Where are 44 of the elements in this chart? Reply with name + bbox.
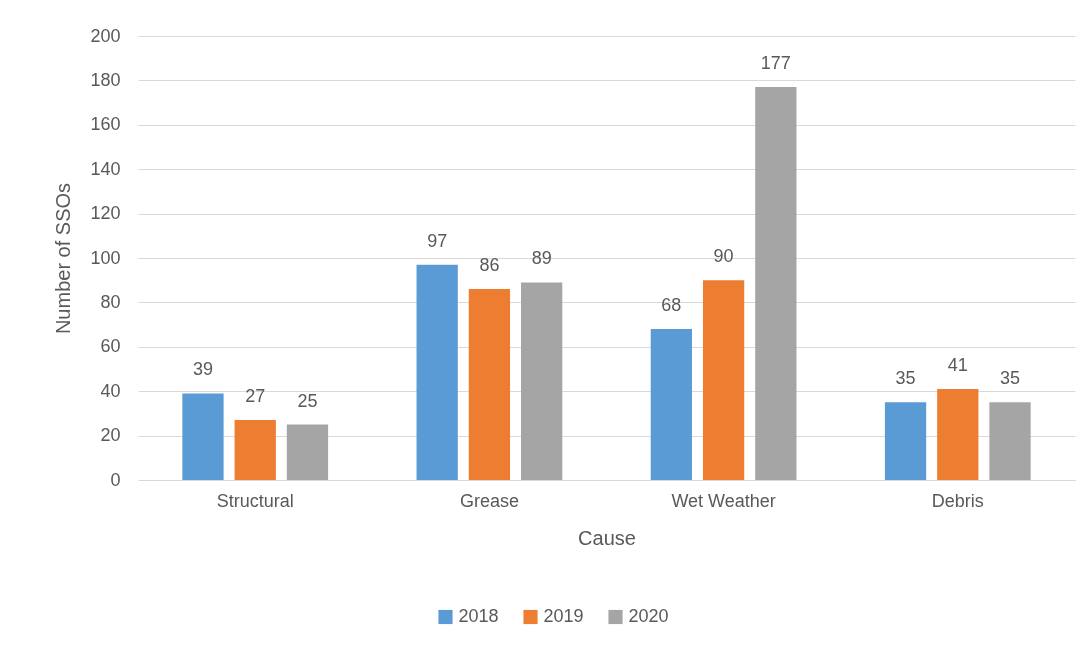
bar: [416, 264, 458, 480]
bar: [755, 87, 797, 480]
bar: [989, 402, 1031, 480]
x-tick-label: Structural: [216, 490, 294, 511]
x-axis-title: Cause: [578, 526, 636, 549]
data-label: 39: [192, 359, 213, 380]
data-label: 90: [713, 246, 734, 267]
bar: [521, 282, 563, 480]
y-tick-label: 80: [100, 291, 121, 312]
data-label: 97: [427, 230, 448, 251]
y-axis-title: Number of SSOs: [52, 182, 75, 335]
bar: [468, 289, 511, 480]
legend-label: 2018: [458, 606, 499, 626]
bar: [650, 329, 692, 480]
legend-label: 2020: [628, 606, 669, 626]
y-tick-label: 40: [100, 380, 121, 401]
x-tick-label: Wet Weather: [671, 490, 776, 511]
data-label: 35: [1000, 368, 1021, 389]
bar: [937, 388, 979, 480]
data-label: 35: [895, 368, 916, 389]
x-tick-label: Debris: [931, 490, 984, 511]
y-tick-label: 0: [110, 469, 121, 490]
data-label: 68: [661, 295, 682, 316]
data-label: 177: [760, 53, 791, 74]
bar: [286, 424, 329, 480]
bar: [234, 420, 276, 480]
y-tick-label: 100: [90, 247, 121, 268]
data-label: 27: [245, 386, 266, 407]
y-tick-label: 160: [90, 114, 121, 135]
y-tick-label: 60: [100, 336, 121, 357]
data-label: 86: [479, 255, 500, 276]
x-tick-label: Grease: [459, 490, 519, 511]
y-tick-label: 120: [90, 203, 121, 224]
legend-label: 2019: [543, 606, 584, 626]
bar: [182, 393, 224, 480]
y-tick-label: 20: [100, 425, 121, 446]
bar: [884, 402, 927, 480]
y-tick-label: 200: [90, 25, 121, 46]
bar: [702, 280, 745, 480]
data-label: 25: [297, 390, 318, 411]
data-label: 89: [531, 248, 552, 269]
y-tick-label: 180: [90, 69, 121, 90]
data-label: 41: [947, 354, 968, 375]
y-tick-label: 140: [90, 158, 121, 179]
